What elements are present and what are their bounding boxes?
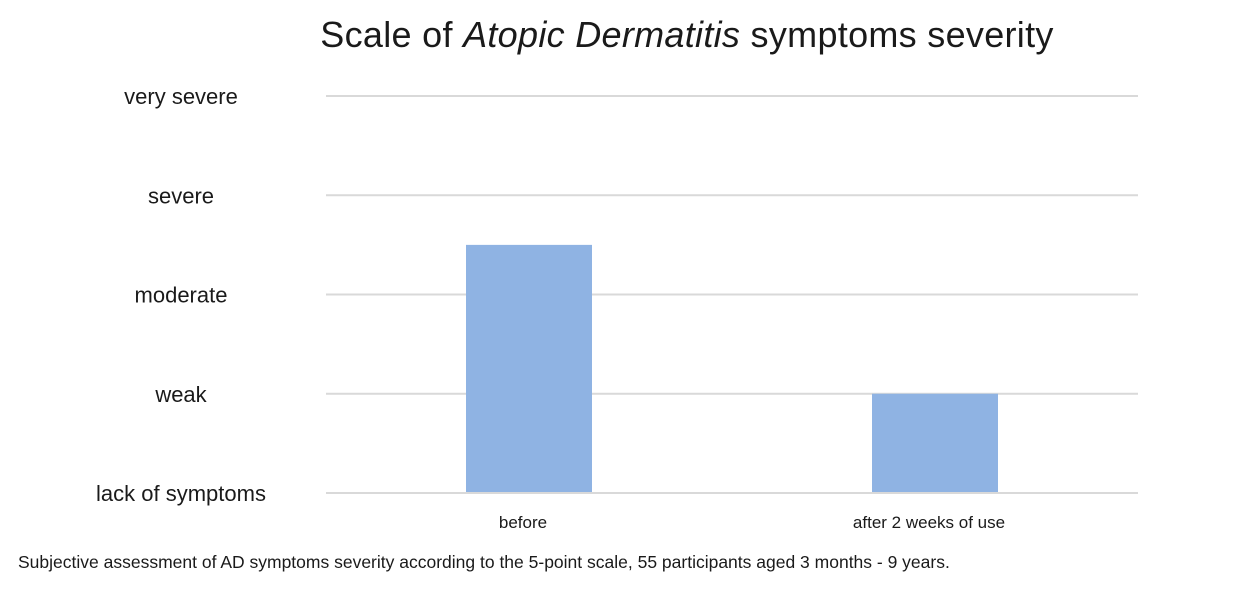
bar [872,393,998,493]
y-tick-label: moderate [135,283,228,308]
chart-title: Scale of Atopic Dermatitis symptoms seve… [0,14,1247,56]
y-tick-label: very severe [124,84,238,109]
chart-title-prefix: Scale of [320,14,464,55]
y-tick-label: weak [154,382,207,407]
y-tick-label: lack of symptoms [96,481,266,506]
chart-title-suffix: symptoms severity [740,14,1054,55]
bar [466,244,592,493]
x-tick-label: before [499,513,547,532]
chart-caption: Subjective assessment of AD symptoms sev… [18,552,950,572]
chart-title-emphasis: Atopic Dermatitis [463,14,741,55]
x-tick-label: after 2 weeks of use [853,513,1005,532]
y-tick-label: severe [148,183,214,208]
bar-chart: lack of symptoms weak moderate severe very s… [96,84,1138,532]
